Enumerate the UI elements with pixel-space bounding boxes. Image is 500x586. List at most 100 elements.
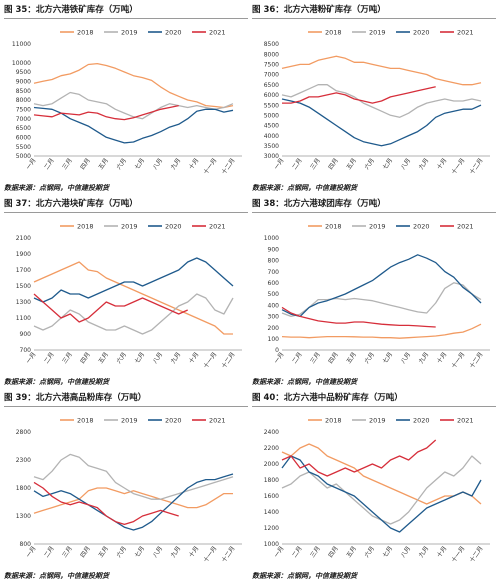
y-tick-label: 2300: [16, 457, 31, 464]
y-tick-label: 8000: [16, 97, 31, 104]
legend-label: 2021: [209, 417, 226, 425]
y-tick-label: 200: [268, 325, 280, 332]
data-source-value: 点钢网，中信建投期货: [39, 184, 109, 192]
legend-label: 2020: [413, 223, 430, 231]
series-line-2021: [33, 293, 188, 323]
figure-title: 图 35：北方六港铁矿库存（万吨）: [4, 5, 138, 15]
x-tick-label: 十一月: [202, 351, 219, 370]
y-tick-label: 7500: [16, 107, 31, 114]
y-tick-label: 100: [268, 336, 280, 343]
x-tick-label: 五月: [345, 157, 358, 171]
x-tick-label: 二月: [43, 351, 56, 365]
x-tick-label: 六月: [363, 157, 376, 171]
y-tick-label: 5500: [264, 102, 279, 109]
y-tick-label: 2000: [264, 461, 279, 468]
x-tick-label: 七月: [133, 545, 146, 559]
legend-label: 2018: [325, 417, 342, 425]
x-tick-label: 十一月: [450, 545, 467, 564]
series-line-2019: [33, 91, 234, 120]
y-tick-label: 1000: [264, 235, 279, 242]
x-tick-label: 十月: [435, 351, 448, 365]
data-source-value: 点钢网，中信建投期货: [287, 378, 357, 386]
x-tick-label: 十二月: [468, 545, 485, 564]
x-tick-label: 十一月: [450, 157, 467, 176]
line-chart: 2018 2019 2020 20218001300180023002800一月 二月三…: [16, 417, 242, 564]
y-tick-label: 1800: [264, 477, 279, 484]
x-tick-label: 六月: [363, 545, 376, 559]
line-chart: 2018 2019 2020 2021 3000 3500 4000 4500 5000 5500…: [264, 29, 490, 176]
y-tick-label: 900: [20, 331, 32, 338]
data-source-label: 数据来源：: [4, 378, 39, 386]
y-tick-label: 10000: [12, 60, 31, 67]
figure-title: 图 36：北方六港粉矿库存（万吨）: [252, 5, 386, 15]
x-tick-label: 九月: [169, 157, 182, 171]
figure-panel: 图 39：北方六港高品粉库存（万吨） 2018 2019 2020 2021 800 13…: [4, 390, 248, 582]
x-tick-label: 九月: [417, 351, 430, 365]
x-tick-label: 七月: [133, 157, 146, 171]
data-source: 数据来源：点钢网，中信建投期货: [4, 376, 109, 388]
y-tick-label: 2800: [16, 429, 31, 436]
x-tick-label: 八月: [400, 545, 413, 559]
title-divider: [4, 212, 248, 213]
x-tick-label: 五月: [97, 351, 110, 365]
figure-panel: 图 37：北方六港块矿库存（万吨） 2018 2019 2020 2021 700 900…: [4, 196, 248, 388]
figure-panel: 图 35：北方六港铁矿库存（万吨） 2018 2019 2020 2021 5000 55…: [4, 2, 248, 194]
x-tick-label: 十一月: [202, 545, 219, 564]
y-tick-label: 6500: [16, 125, 31, 132]
figure-panel: 图 38：北方六港球团库存（万吨） 2018 2019 2020 2021 0 100 20…: [252, 196, 496, 388]
legend-label: 2018: [325, 223, 342, 231]
y-tick-label: 4000: [264, 133, 279, 140]
x-tick-label: 九月: [169, 545, 182, 559]
y-tick-label: 1400: [264, 509, 279, 516]
legend-label: 2018: [325, 29, 342, 37]
x-tick-label: 三月: [61, 545, 74, 559]
legend-label: 2019: [121, 223, 138, 231]
y-tick-label: 11000: [12, 41, 31, 48]
y-tick-label: 8500: [264, 41, 279, 48]
y-tick-label: 1200: [264, 525, 279, 532]
y-tick-label: 1300: [16, 299, 31, 306]
y-tick-label: 8500: [16, 88, 31, 95]
y-tick-label: 1700: [16, 267, 31, 274]
series-line-2018: [33, 261, 233, 335]
y-tick-label: 1300: [16, 513, 31, 520]
x-tick-label: 十一月: [202, 157, 219, 176]
series-line-2021: [33, 104, 179, 121]
series-line-2021: [281, 306, 436, 328]
figure-title: 图 37：北方六港块矿库存（万吨）: [4, 199, 138, 209]
y-tick-label: 7500: [264, 62, 279, 69]
x-tick-label: 二月: [291, 545, 304, 559]
y-tick-label: 500: [268, 291, 280, 298]
x-tick-label: 四月: [79, 351, 92, 365]
legend-label: 2021: [209, 223, 226, 231]
x-tick-label: 二月: [291, 351, 304, 365]
x-tick-label: 八月: [152, 545, 165, 559]
x-tick-label: 四月: [327, 351, 340, 365]
x-tick-label: 五月: [97, 157, 110, 171]
series-line-2021: [282, 86, 436, 104]
figure-title: 图 38：北方六港球团库存（万吨）: [252, 199, 386, 209]
x-tick-label: 七月: [381, 351, 394, 365]
y-tick-label: 8000: [264, 51, 279, 58]
legend-label: 2019: [369, 223, 386, 231]
y-tick-label: 300: [268, 314, 280, 321]
x-tick-label: 十月: [435, 545, 448, 559]
x-tick-label: 四月: [327, 157, 340, 171]
legend-label: 2018: [77, 29, 94, 37]
legend-label: 2019: [369, 29, 386, 37]
line-chart: 2018 2019 2020 2021 1000 1200 1400 1600 1800 2000…: [264, 417, 490, 564]
y-tick-label: 800: [268, 258, 280, 265]
y-tick-label: 400: [268, 302, 280, 309]
x-tick-label: 十二月: [220, 545, 237, 564]
series-line-2018: [33, 62, 234, 109]
title-divider: [252, 212, 496, 213]
line-chart: 2018 2019 2020 2021 5000 5500 6000 6500 7000 7500…: [12, 29, 242, 176]
x-tick-label: 十二月: [220, 351, 237, 370]
y-tick-label: 2100: [16, 235, 31, 242]
series-line-2019: [33, 453, 234, 500]
x-tick-label: 九月: [169, 351, 182, 365]
x-tick-label: 六月: [115, 157, 128, 171]
y-tick-label: 6000: [264, 92, 279, 99]
data-source-value: 点钢网，中信建投期货: [39, 378, 109, 386]
